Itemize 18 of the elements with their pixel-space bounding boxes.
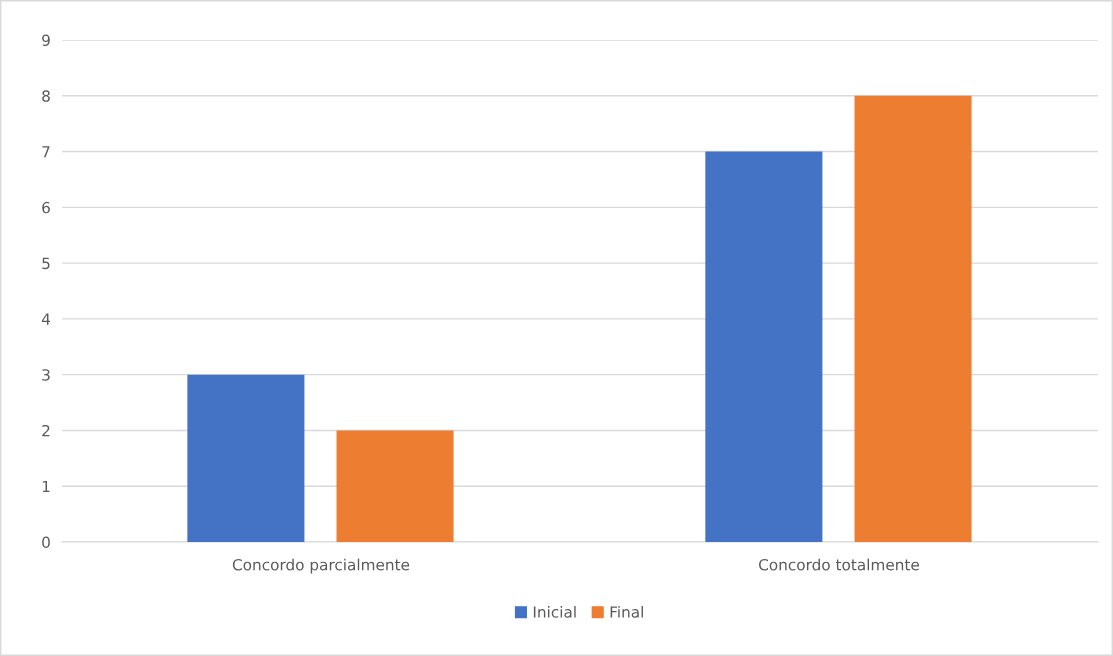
y-tick-label: 8	[42, 90, 50, 102]
y-tick-label: 5	[42, 257, 50, 270]
y-tick-label: 4	[41, 313, 51, 325]
bar	[336, 430, 454, 542]
bar	[705, 151, 823, 542]
y-tick-label: 9	[42, 34, 50, 47]
x-tick-label: Concordo parcialmente	[232, 558, 410, 574]
bar	[187, 374, 305, 542]
x-tick-label: Concordo totalmente	[759, 558, 919, 571]
legend-label: Final	[610, 605, 643, 618]
y-tick-label: 0	[42, 536, 50, 549]
y-tick-label: 2	[42, 424, 50, 437]
bar	[854, 95, 972, 542]
y-tick-label: 7	[42, 146, 50, 158]
y-tick-label: 1	[42, 480, 50, 493]
y-tick-label: 3	[42, 369, 50, 381]
legend-label: Inicial	[533, 605, 576, 618]
y-tick-label: 6	[42, 201, 50, 214]
